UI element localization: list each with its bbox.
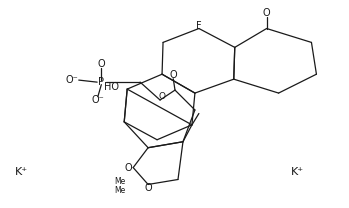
Text: HO: HO bbox=[104, 82, 119, 92]
Text: K⁺: K⁺ bbox=[15, 167, 28, 177]
Text: O: O bbox=[158, 92, 165, 102]
Text: Me: Me bbox=[114, 186, 126, 195]
Text: O: O bbox=[124, 163, 132, 173]
Text: Me: Me bbox=[114, 177, 126, 186]
Text: K⁺: K⁺ bbox=[291, 167, 304, 177]
Text: O⁻: O⁻ bbox=[65, 75, 78, 85]
Text: O: O bbox=[263, 9, 270, 19]
Text: O⁻: O⁻ bbox=[91, 95, 104, 105]
Text: O: O bbox=[170, 70, 177, 80]
Text: O: O bbox=[144, 183, 152, 193]
Text: P: P bbox=[98, 77, 104, 87]
Text: F: F bbox=[196, 21, 202, 31]
Text: O: O bbox=[97, 59, 105, 69]
